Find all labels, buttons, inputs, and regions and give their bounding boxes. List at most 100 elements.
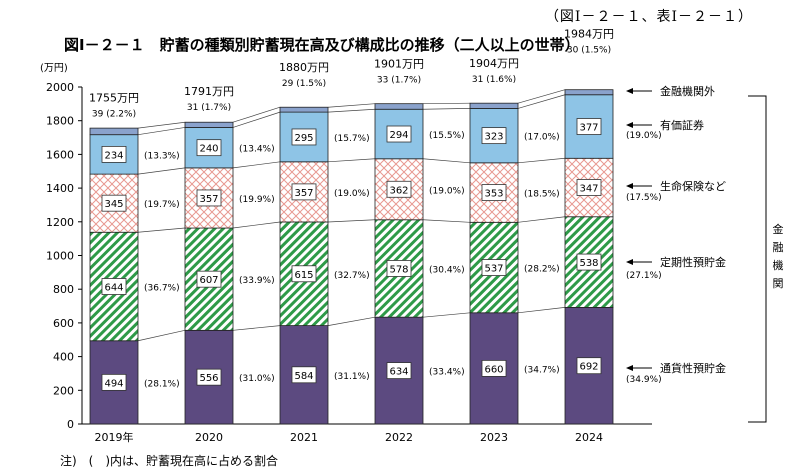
outside-share: (1.6%) xyxy=(483,75,516,85)
connector-line xyxy=(232,111,281,128)
x-tick-label: 2024 xyxy=(575,431,603,444)
total-label: 1901万円 xyxy=(374,58,424,71)
y-tick-label: 1800 xyxy=(46,115,74,128)
bar-segment xyxy=(374,103,424,110)
share-label: (15.5%) xyxy=(429,131,465,141)
outside-label: 33 (1.7%) xyxy=(377,76,421,86)
outside-label: 29 (1.5%) xyxy=(282,79,326,89)
value-label-box xyxy=(196,139,222,157)
outside-share: (2.2%) xyxy=(103,109,136,119)
connector-line xyxy=(232,106,281,123)
value-label: 362 xyxy=(389,185,408,196)
value-label: 345 xyxy=(104,199,123,210)
share-label: (17.5%) xyxy=(626,193,662,203)
connector-line xyxy=(327,158,376,163)
value-label: 295 xyxy=(294,133,313,144)
outside-share: (1.5%) xyxy=(293,79,326,89)
value-label-box xyxy=(196,189,222,207)
legend-label: 生命保険など xyxy=(660,179,726,193)
connector-line xyxy=(137,329,186,342)
value-label-box xyxy=(291,183,317,201)
value-label-box xyxy=(101,373,127,391)
value-label: 240 xyxy=(199,144,218,155)
footnote: 注) ( )内は、貯蓄現在高に占める割合 xyxy=(60,454,279,468)
bar-segment xyxy=(374,158,424,221)
y-tick-label: 1400 xyxy=(46,182,74,195)
legend-arrowhead xyxy=(626,88,633,94)
outside-value: 29 xyxy=(282,79,294,89)
group-label-char: 関 xyxy=(773,277,784,290)
value-label-box xyxy=(481,184,507,201)
y-tick-label: 200 xyxy=(53,384,74,397)
connector-line xyxy=(422,108,471,110)
outside-share: (1.7%) xyxy=(388,76,421,86)
figure-reference: （図Ⅰ－２－１、表Ⅰ－２－１） xyxy=(544,9,753,25)
value-label: 578 xyxy=(389,264,408,275)
value-label-box xyxy=(291,128,317,146)
share-label: (32.7%) xyxy=(334,271,370,281)
value-label: 234 xyxy=(104,150,123,161)
group-label-char: 機 xyxy=(773,258,784,272)
connector-line xyxy=(232,161,281,169)
share-label: (13.3%) xyxy=(144,151,180,161)
share-label: (33.9%) xyxy=(239,276,275,286)
y-axis: 0 200 400 600 800 1000 1200 1400 1600 1800 2000 (万円… xyxy=(40,63,652,444)
value-label-box xyxy=(101,194,127,212)
outside-value: 33 xyxy=(377,76,388,86)
bar-segment xyxy=(564,89,614,96)
value-label: 556 xyxy=(199,373,218,384)
connector-line xyxy=(327,108,376,113)
value-label: 615 xyxy=(294,270,313,281)
share-label: (34.7%) xyxy=(524,365,560,375)
outside-share: (1.7%) xyxy=(198,103,231,113)
connector-line xyxy=(517,307,566,314)
legend-arrowhead xyxy=(626,365,633,371)
outside-label: 39 (2.2%) xyxy=(92,109,136,119)
share-label: (30.4%) xyxy=(429,265,465,275)
connector-line xyxy=(517,89,566,104)
value-label-box xyxy=(481,127,507,145)
share-label: (31.1%) xyxy=(334,372,370,382)
connector-line xyxy=(517,216,566,223)
legend-arrowhead xyxy=(626,122,633,128)
connector-line xyxy=(327,219,376,223)
value-label: 347 xyxy=(579,184,598,195)
value-label-box xyxy=(576,179,602,196)
share-label: (27.1%) xyxy=(626,271,662,281)
x-tick-label: 2019年 xyxy=(95,430,134,444)
value-label-box xyxy=(386,260,412,277)
connector-line xyxy=(327,316,376,326)
value-label: 377 xyxy=(579,123,598,134)
share-label: (34.9%) xyxy=(626,375,662,385)
x-tick-label: 2021 xyxy=(290,431,318,444)
value-label: 660 xyxy=(484,364,503,375)
connector-line xyxy=(422,312,471,318)
connector-line xyxy=(137,167,186,175)
total-label: 1904万円 xyxy=(469,57,519,70)
connector-line xyxy=(137,121,186,129)
value-label: 538 xyxy=(579,258,598,269)
value-label: 644 xyxy=(104,283,123,294)
bracket xyxy=(748,95,767,423)
outside-value: 30 xyxy=(567,46,579,56)
value-label-box xyxy=(196,368,222,386)
value-label-box xyxy=(291,366,317,384)
outside-value: 31 xyxy=(187,103,198,113)
connector-line xyxy=(137,227,186,233)
value-label-box xyxy=(386,362,412,379)
share-label: (31.0%) xyxy=(239,374,275,384)
value-label-box xyxy=(101,278,127,295)
total-label: 1880万円 xyxy=(279,61,329,74)
x-tick-label: 2023 xyxy=(480,431,508,444)
legend-arrowhead xyxy=(626,259,633,265)
legend-label: 通貨性預貯金 xyxy=(660,361,726,375)
value-label-box xyxy=(386,180,412,198)
outside-value: 31 xyxy=(472,75,483,85)
value-label: 634 xyxy=(389,367,408,378)
total-label: 1755万円 xyxy=(89,91,139,104)
legend-label: 金融機関外 xyxy=(660,84,715,98)
y-tick-label: 1600 xyxy=(46,148,74,161)
share-label: (15.7%) xyxy=(334,134,370,144)
value-label-box xyxy=(481,259,507,276)
connector-line xyxy=(422,158,471,164)
